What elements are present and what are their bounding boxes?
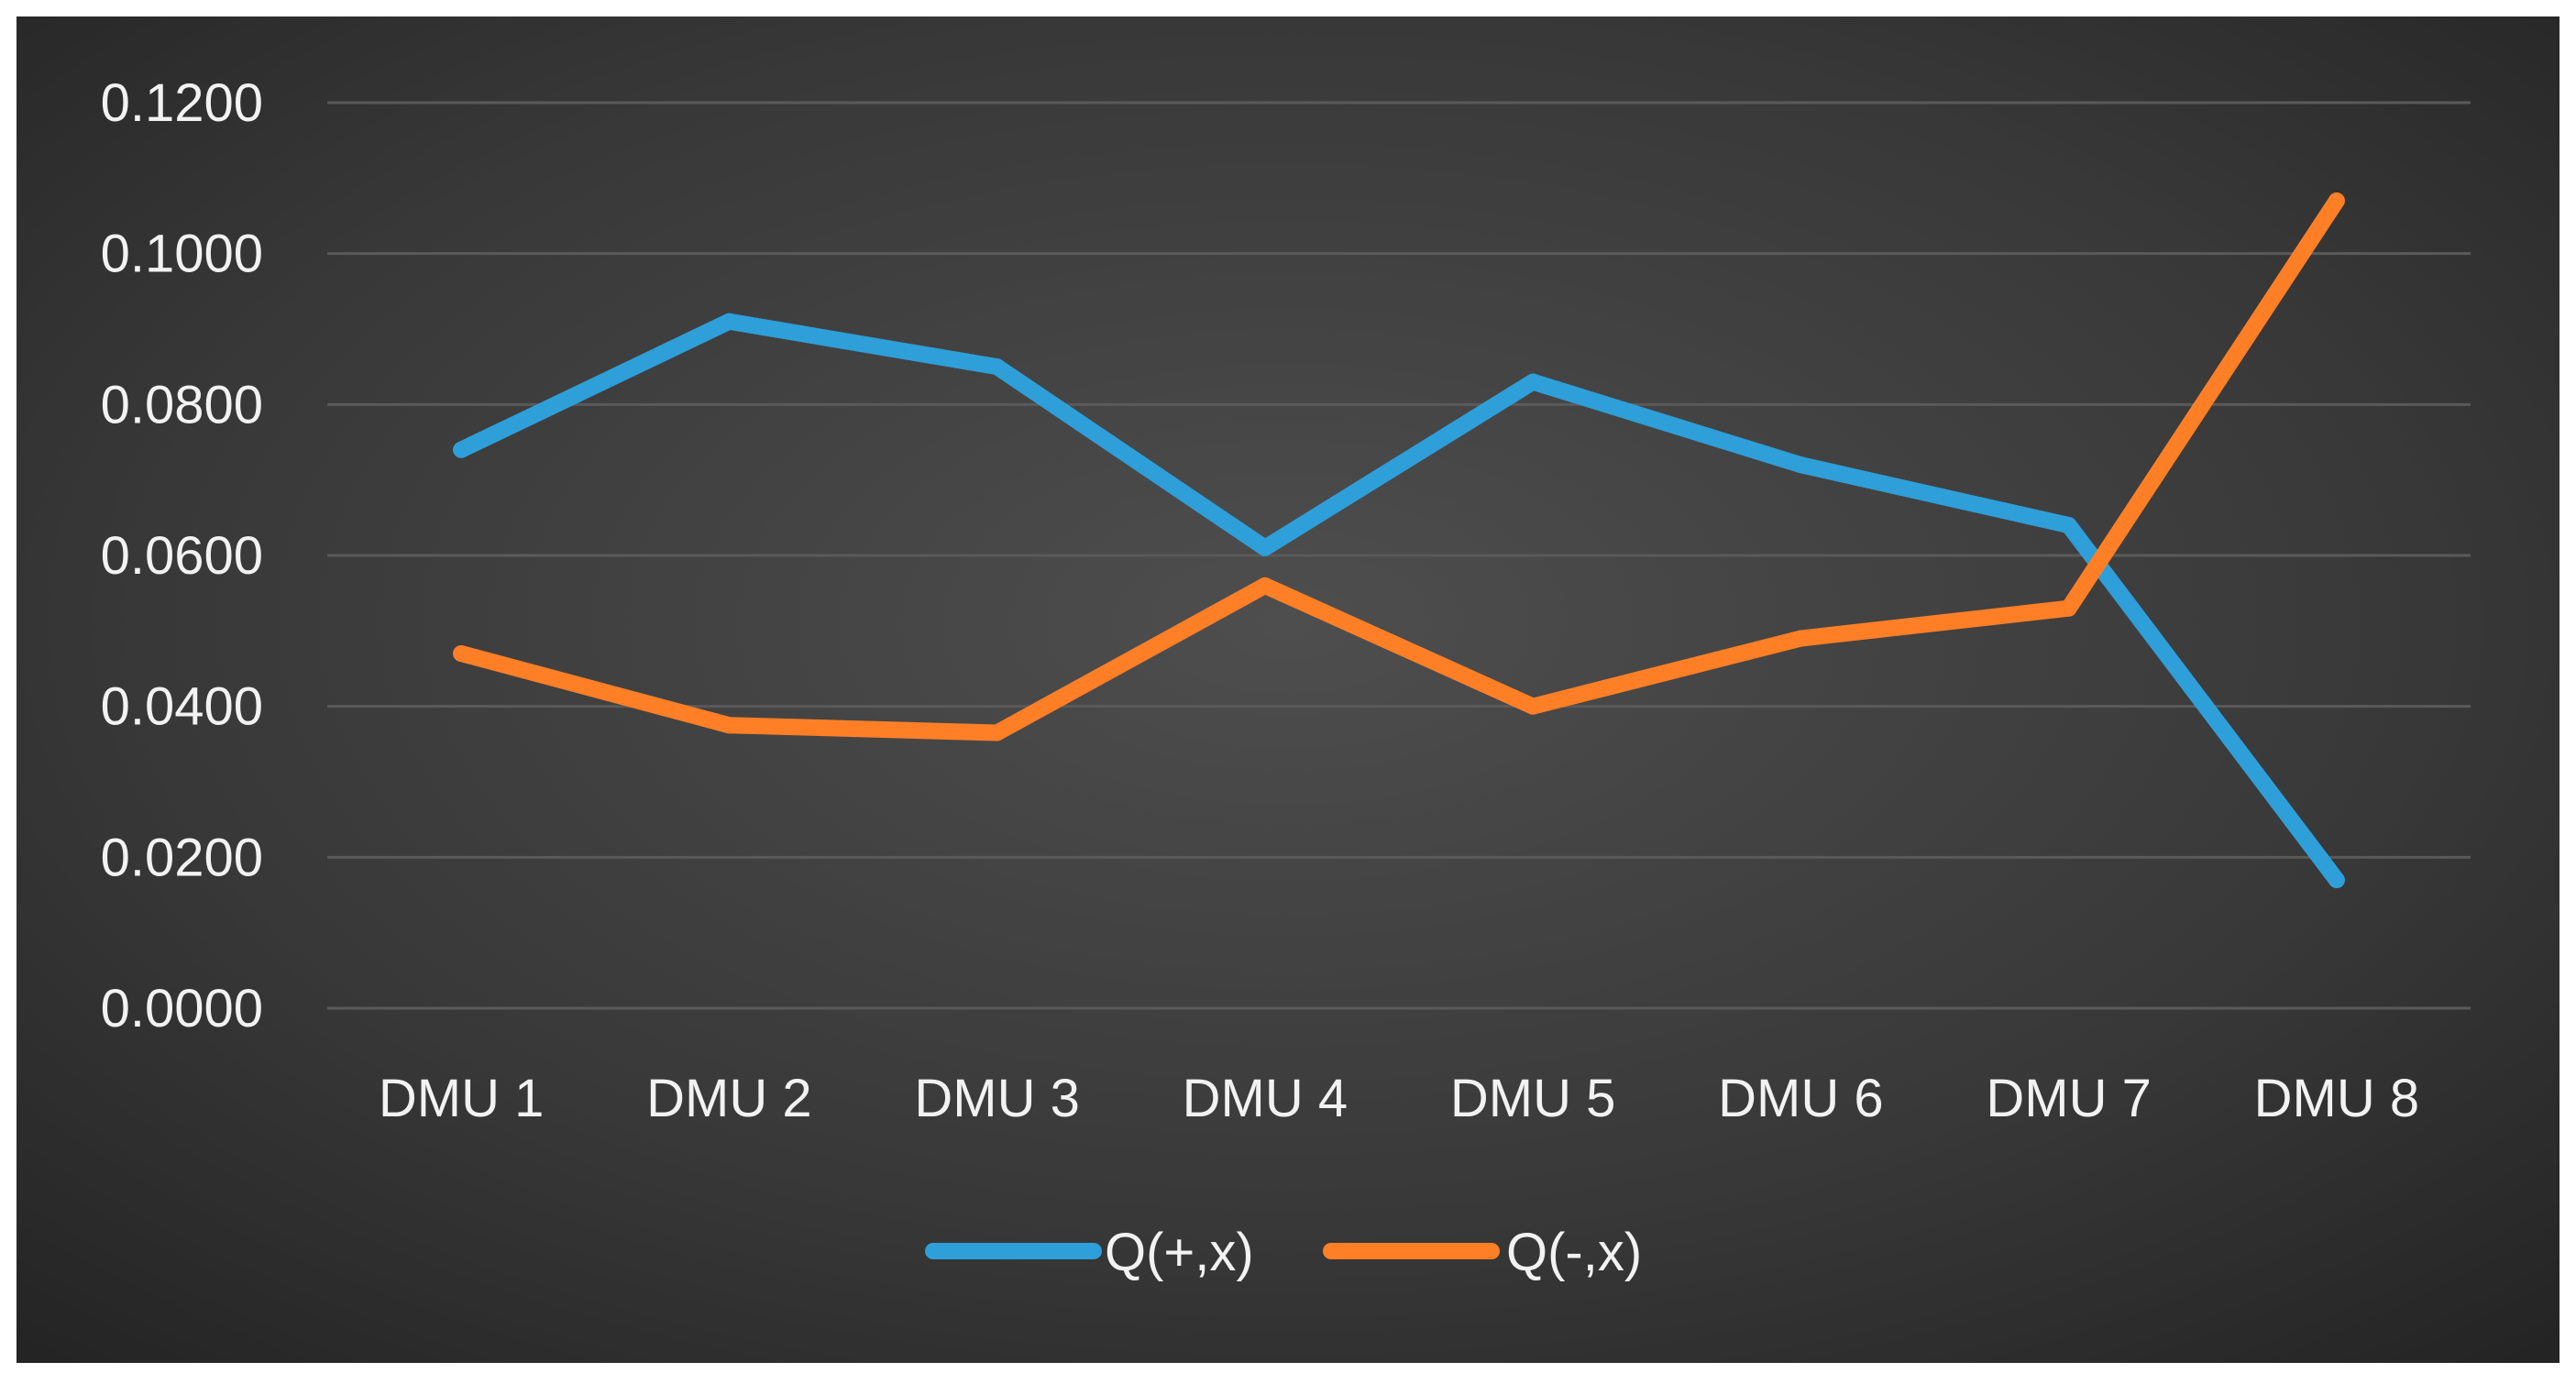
y-tick-label: 0.0200	[101, 828, 263, 887]
chart-background	[17, 16, 2559, 1363]
x-tick-label: DMU 3	[914, 1069, 1079, 1128]
data-point	[1525, 697, 1542, 715]
x-tick-label: DMU 6	[1718, 1069, 1883, 1128]
y-tick-label: 0.0000	[101, 979, 263, 1038]
x-tick-label: DMU 5	[1450, 1069, 1615, 1128]
data-point	[453, 441, 470, 458]
y-tick-label: 0.1200	[101, 73, 263, 133]
x-tick-label: DMU 7	[1986, 1069, 2151, 1128]
data-point	[1792, 456, 1810, 474]
data-point	[2328, 872, 2345, 889]
y-tick-label: 0.0600	[101, 526, 263, 586]
data-point	[988, 724, 1006, 741]
data-point	[453, 645, 470, 663]
legend-label: Q(-,x)	[1506, 1223, 1642, 1282]
series-lines	[453, 192, 2345, 889]
data-point	[1792, 630, 1810, 647]
y-tick-label: 0.1000	[101, 225, 263, 284]
legend-label: Q(+,x)	[1105, 1223, 1254, 1282]
x-tick-label: DMU 2	[646, 1069, 811, 1128]
x-tick-label: DMU 8	[2254, 1069, 2419, 1128]
x-tick-label: DMU 1	[379, 1069, 544, 1128]
data-point	[721, 717, 738, 734]
series-line-2	[453, 192, 2345, 741]
data-point	[1525, 373, 1542, 390]
x-axis-ticks: DMU 1 DMU 2 DMU 3 DMU 4 DMU 5 DMU 6 DMU 7 DMU 8	[379, 1069, 2419, 1128]
y-axis-ticks: 0.0000 0.0200 0.0400 0.0600 0.0800 0.1000 0.12…	[101, 73, 263, 1038]
data-point	[1256, 539, 1273, 556]
data-point	[721, 313, 738, 330]
x-tick-label: DMU 4	[1183, 1069, 1348, 1128]
data-point	[1256, 577, 1273, 594]
legend: Q(+,x) Q(-,x)	[925, 1223, 1642, 1282]
series-line-1	[453, 313, 2345, 889]
data-point	[988, 358, 1006, 376]
data-point	[2328, 192, 2345, 210]
y-tick-label: 0.0400	[101, 677, 263, 737]
y-tick-label: 0.0800	[101, 375, 263, 434]
data-point	[2060, 517, 2077, 534]
data-point	[2060, 599, 2077, 617]
